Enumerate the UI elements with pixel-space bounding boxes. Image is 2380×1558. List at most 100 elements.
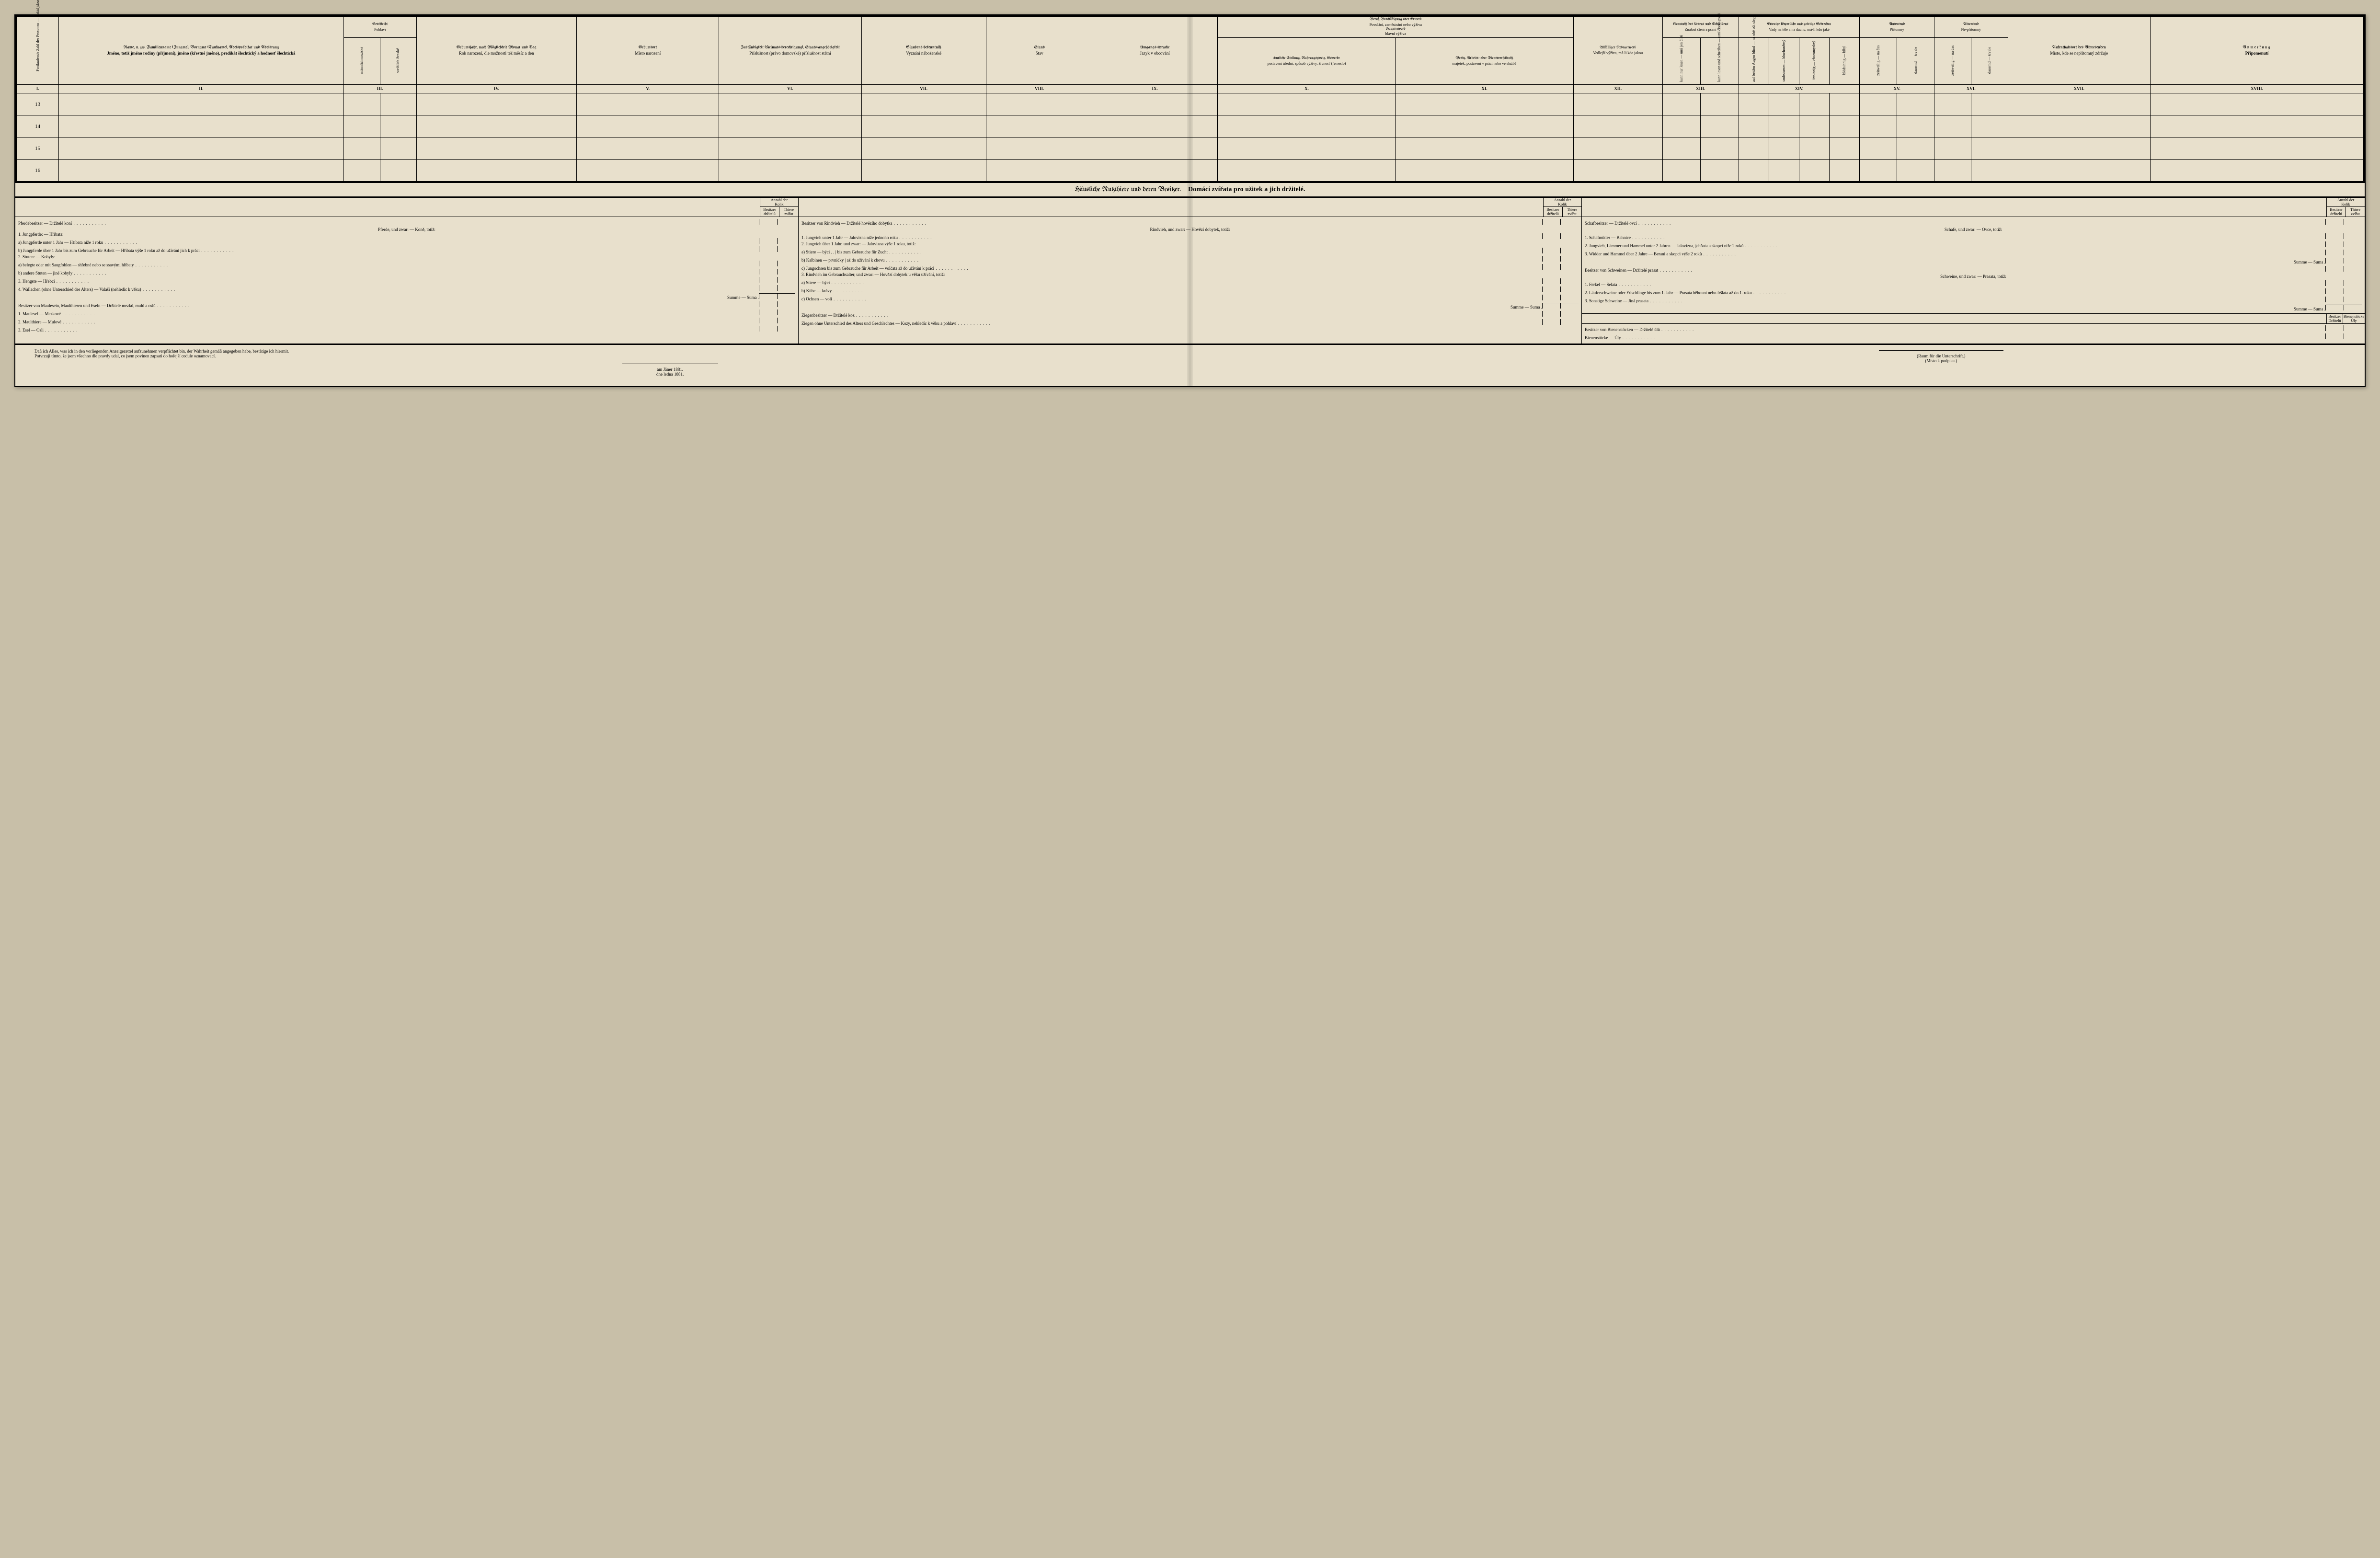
census-form-page: Fortlaufende Zahl der Personen — Pořád j… <box>14 14 2366 387</box>
col13a: kann nur lesen — umí jen čísti <box>1680 39 1683 82</box>
footer: Daß ich Alles, was ich in den vorliegend… <box>15 345 2365 386</box>
horses-l2a: a) belegte oder mit Saugfohlen — shřebné… <box>18 263 759 267</box>
table-row: 15 <box>16 137 2364 160</box>
col9-header-de: Umgangs-sprache <box>1095 46 1215 50</box>
col15-header-cz: Přítomný <box>1862 28 1932 32</box>
col16a: zeitweilig — na čas <box>1951 39 1955 82</box>
pigs-l1: 1. Ferkel — Selata <box>1585 282 2325 287</box>
pigs-l2: 2. Läuferschweine oder Frischlinge bis z… <box>1585 290 2325 295</box>
col15b: dauernd — trvale <box>1914 39 1918 82</box>
table-row: 14 <box>16 115 2364 137</box>
cattle-l2c: c) Jungochsen bis zum Gebrauche für Arbe… <box>801 266 1542 271</box>
livestock-col-sheep-pigs: Anzahl derKolik Besitzerdržitelů Thierez… <box>1582 198 2365 344</box>
roman-ix: IX. <box>1093 85 1217 93</box>
cattle-l1: 1. Jungvieh unter 1 Jahr — Jalovizna níž… <box>801 235 1542 240</box>
cattle-title: Besitzer von Rindvieh — Držitelé hovězíh… <box>801 221 1542 226</box>
col14c: irrsinnig — choromyslný <box>1812 39 1816 82</box>
col4-header-de: Geburtsjahr, nach Möglichkeit Monat und … <box>418 46 575 50</box>
livestock-col-horses: Anzahl der Kolik Besitzerdržitelů Thiere… <box>15 198 799 344</box>
date-de: am Jäner 1881. <box>657 367 683 372</box>
col16-header-de: Abwesend <box>1936 23 2006 27</box>
cattle-l2: 2. Jungvieh über 1 Jahr, und zwar: — Jal… <box>801 241 1579 246</box>
roman-xii: XII. <box>1573 85 1662 93</box>
census-table: Fortlaufende Zahl der Personen — Pořád j… <box>15 15 2365 182</box>
mules-l1: 1. Maulesel — Mezkové <box>18 311 759 316</box>
col2-header-de: Name, u. zw. Familienname (Zuname), Vorn… <box>60 46 342 50</box>
pigs-l3: 3. Sonstige Schweine — Jiná prasata <box>1585 298 2325 303</box>
col14b: taubstumm — hluchoněmý <box>1782 39 1786 82</box>
roman-xv: XV. <box>1860 85 1934 93</box>
rownum-13: 13 <box>16 93 59 115</box>
col15a: zeitweilig — na čas <box>1877 39 1880 82</box>
col12-header-de: Allfälliger Nebenerwerb <box>1575 46 1661 50</box>
sheep-title: Schafbesitzer — Držitelé ovcí <box>1585 221 2325 226</box>
horses-l1a: a) Jungpferde unter 1 Jahr — Hříbata níž… <box>18 240 759 245</box>
col6-header-de: Zuständigkeit (Heimats-berechtigung), St… <box>721 46 859 50</box>
cattle-l3c: c) Ochsen — voli <box>801 297 1542 301</box>
sheep-l2: 2. Jungvieh, Lämmer und Hammel unter 2 J… <box>1585 243 2325 248</box>
roman-xviii: XVIII. <box>2150 85 2364 93</box>
col17-header-cz: Místo, kde se nepřítomný zdržuje <box>2010 51 2149 56</box>
sig-cz: (Místo k podpisu.) <box>1925 358 1957 363</box>
mules-title: Besitzer von Maulesein, Maulthieren und … <box>18 303 759 308</box>
col2-header-cz: Jméno, totiž jméno rodiny (příjmení), jm… <box>60 51 342 56</box>
cattle-l3: 3. Rindvieh im Gebrauchsalter, und zwar:… <box>801 272 1579 277</box>
roman-viii: VIII. <box>986 85 1093 93</box>
col7-header-cz: Vyznání náboženské <box>863 51 984 56</box>
pigs-title: Besitzer von Schweinen — Držitelé prasat <box>1585 268 2325 273</box>
bees-title: Besitzer von Bienenstöcken — Držitelé úl… <box>1585 327 2325 332</box>
roman-xiii: XIII. <box>1662 85 1739 93</box>
col8-header-cz: Stav <box>988 51 1091 56</box>
col14d: blödsinnig — blbý <box>1842 39 1846 82</box>
horses-l4: 4. Wallachen (ohne Unterschied des Alter… <box>18 287 759 292</box>
col16b: dauernd — trvale <box>1988 39 1991 82</box>
col6-header-cz: Příslušnost (právo domovské) příslušnost… <box>721 51 859 56</box>
horses-subtitle: Pferde, und zwar: — Koně, totiž: <box>18 227 795 232</box>
table-row: 13 <box>16 93 2364 115</box>
summe-pigs: Summe — Suma . <box>1585 307 2325 311</box>
rownum-15: 15 <box>16 137 59 160</box>
cattle-l2b: b) Kalbinen — prvničky | až do užívání k… <box>801 258 1542 263</box>
col15-header-de: Anwesend <box>1862 23 1932 27</box>
goats-title: Ziegenbesitzer — Držitelé koz <box>801 313 1542 318</box>
roman-xvii: XVII. <box>2008 85 2150 93</box>
oath-de: Daß ich Alles, was ich in den vorliegend… <box>34 349 1305 354</box>
col14a: auf beiden Augen blind — na obě oči slep… <box>1752 39 1756 82</box>
roman-vii: VII. <box>861 85 986 93</box>
mules-l3: 3. Esel — Osli <box>18 328 759 332</box>
col14-header-de: Etwaige körperliche und geistige Gebrech… <box>1741 23 1858 27</box>
count-hdr-cz: Kolik <box>775 202 783 206</box>
col10b: Besitz, Arbeits- oder Dienstverhältniß <box>1397 57 1571 61</box>
goats-l1: Ziegen ohne Unterschied des Alters und G… <box>801 321 1542 326</box>
roman-vi: VI. <box>719 85 861 93</box>
rownum-16: 16 <box>16 160 59 182</box>
col5-header-cz: Místo narození <box>578 51 717 56</box>
roman-xiv: XIV. <box>1739 85 1860 93</box>
col7-header-de: Glaubens-bekenntniß <box>863 46 984 50</box>
livestock-title: Häusliche Nutzthiere und deren Besitzer.… <box>15 182 2365 198</box>
col3-header-de: Geschlecht <box>346 23 414 27</box>
horses-l3: 3. Hengste — Hřebci <box>18 279 759 284</box>
summe-horses: Summe — Suma . <box>18 295 759 300</box>
roman-i: I. <box>16 85 59 93</box>
count-hdr-de: Anzahl der <box>771 198 788 202</box>
bees-l1: Bienenstöcke — Úly <box>1585 335 2325 340</box>
col10a: ämtliche Stellung, Nahrungszweig, Gewerb… <box>1220 57 1394 61</box>
col17-header-de: Aufenthaltsort des Abwesenden <box>2010 46 2149 50</box>
roman-x: X. <box>1217 85 1396 93</box>
horses-l2: 2. Stuten: — Kobyly: <box>18 254 795 259</box>
col13b: kann lesen und schreiben — umí čísti a p… <box>1717 39 1721 82</box>
cattle-l3a: a) Stiere — býci <box>801 280 1542 285</box>
horses-l1: 1. Jungpferde: — Hříbata: <box>18 232 795 237</box>
sheep-subtitle: Schafe, und zwar: — Ovce, totiž: <box>1585 227 2362 232</box>
col14-header-cz: Vady na těle a na duchu, má-li kdo jaké <box>1741 28 1858 32</box>
col9-header-cz: Jazyk v obcování <box>1095 51 1215 56</box>
cattle-l3b: b) Kühe — krávy <box>801 288 1542 293</box>
roman-ii: II. <box>59 85 344 93</box>
livestock-col-cattle: Anzahl derKolik Besitzerdržitelů Thierez… <box>799 198 1582 344</box>
col3a: männlich mužské <box>360 39 364 82</box>
col10-top-de: Beruf, Beschäftigung oder Erwerb <box>1220 18 1571 22</box>
cattle-subtitle: Rindvieh, und zwar: — Hovězí dobytek, to… <box>801 227 1579 232</box>
col4-header-cz: Rok narození, dle možnosti též měsíc a d… <box>418 51 575 56</box>
roman-iii: III. <box>343 85 416 93</box>
